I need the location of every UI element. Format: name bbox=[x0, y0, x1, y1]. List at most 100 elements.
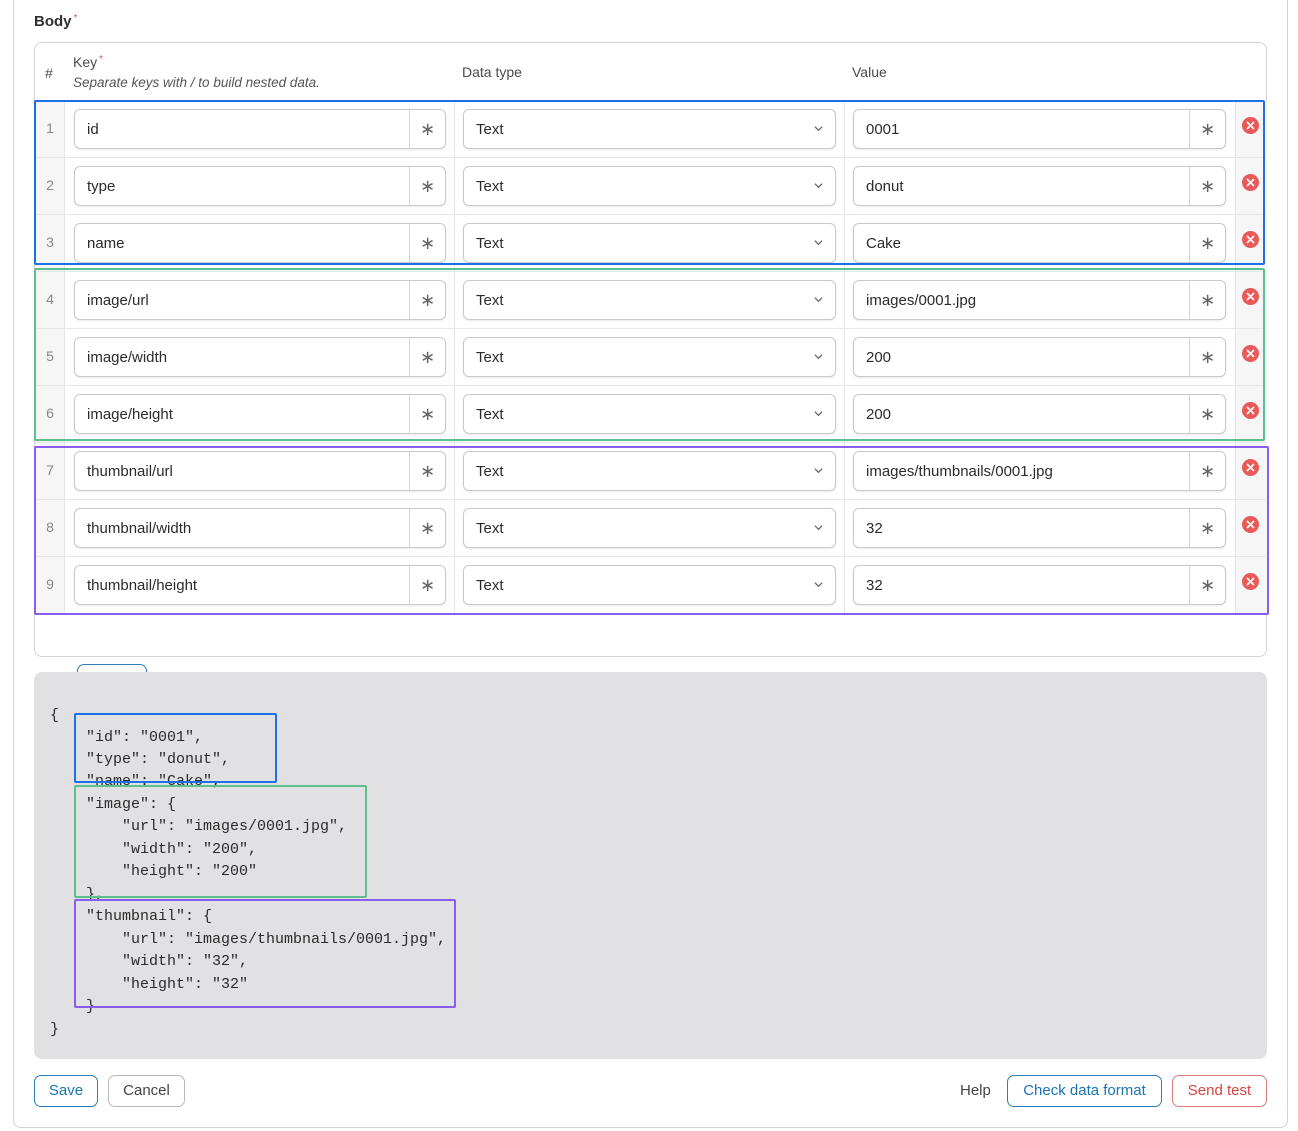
data-type-select[interactable]: Text bbox=[463, 451, 836, 491]
data-type-select[interactable]: Text bbox=[463, 337, 836, 377]
key-input[interactable]: name ∗ bbox=[74, 223, 446, 263]
key-required-toggle[interactable]: ∗ bbox=[409, 110, 445, 148]
column-divider bbox=[844, 386, 845, 443]
key-required-toggle[interactable]: ∗ bbox=[409, 167, 445, 205]
value-input[interactable]: images/thumbnails/0001.jpg ∗ bbox=[853, 451, 1226, 491]
value-required-toggle[interactable]: ∗ bbox=[1189, 167, 1225, 205]
value-required-toggle[interactable]: ∗ bbox=[1189, 110, 1225, 148]
value-input-value: donut bbox=[866, 178, 904, 195]
value-required-toggle[interactable]: ∗ bbox=[1189, 224, 1225, 262]
table-header: # Key * Separate keys with / to build nes… bbox=[35, 43, 1266, 101]
json-preview: {"id": "0001", "type": "donut", "name": "C… bbox=[34, 672, 1267, 1059]
remove-row-icon[interactable] bbox=[1242, 516, 1259, 533]
row-divider bbox=[35, 556, 1266, 557]
table-row: 6 image/height ∗ Text 200 ∗ bbox=[35, 386, 1267, 443]
row-divider bbox=[35, 328, 1266, 329]
value-input-value: 200 bbox=[866, 406, 892, 423]
remove-row-icon[interactable] bbox=[1242, 345, 1259, 362]
key-required-toggle[interactable]: ∗ bbox=[409, 224, 445, 262]
send-test-button[interactable]: Send test bbox=[1172, 1075, 1267, 1107]
key-input[interactable]: id ∗ bbox=[74, 109, 446, 149]
value-input[interactable]: images/0001.jpg ∗ bbox=[853, 280, 1226, 320]
value-input[interactable]: donut ∗ bbox=[853, 166, 1226, 206]
remove-row-icon[interactable] bbox=[1242, 288, 1259, 305]
value-input[interactable]: 200 ∗ bbox=[853, 394, 1226, 434]
value-input[interactable]: Cake ∗ bbox=[853, 223, 1226, 263]
key-input[interactable]: image/height ∗ bbox=[74, 394, 446, 434]
row-number: 1 bbox=[46, 120, 54, 136]
key-required-toggle[interactable]: ∗ bbox=[409, 566, 445, 604]
row-number: 5 bbox=[46, 348, 54, 364]
key-required-toggle[interactable]: ∗ bbox=[409, 509, 445, 547]
column-divider bbox=[844, 101, 845, 158]
row-number: 3 bbox=[46, 234, 54, 250]
table-row: 8 thumbnail/width ∗ Text 32 ∗ bbox=[35, 500, 1267, 557]
chevron-down-icon bbox=[814, 240, 823, 246]
header-num: # bbox=[45, 65, 53, 81]
value-input[interactable]: 0001 ∗ bbox=[853, 109, 1226, 149]
value-input-value: 32 bbox=[866, 520, 883, 537]
key-input[interactable]: thumbnail/height ∗ bbox=[74, 565, 446, 605]
value-required-toggle[interactable]: ∗ bbox=[1189, 281, 1225, 319]
key-input[interactable]: image/width ∗ bbox=[74, 337, 446, 377]
value-required-toggle[interactable]: ∗ bbox=[1189, 395, 1225, 433]
table-row: 3 name ∗ Text Cake ∗ bbox=[35, 215, 1267, 272]
key-required-toggle[interactable]: ∗ bbox=[409, 281, 445, 319]
remove-row-icon[interactable] bbox=[1242, 174, 1259, 191]
key-required-toggle[interactable]: ∗ bbox=[409, 452, 445, 490]
data-type-select[interactable]: Text bbox=[463, 109, 836, 149]
value-required-toggle[interactable]: ∗ bbox=[1189, 452, 1225, 490]
check-data-format-button[interactable]: Check data format bbox=[1007, 1075, 1162, 1107]
chevron-down-icon bbox=[814, 525, 823, 531]
data-type-select[interactable]: Text bbox=[463, 280, 836, 320]
remove-row-icon[interactable] bbox=[1242, 117, 1259, 134]
key-input[interactable]: image/url ∗ bbox=[74, 280, 446, 320]
key-input-value: name bbox=[87, 235, 125, 252]
data-type-value: Text bbox=[476, 406, 504, 423]
value-input[interactable]: 32 ∗ bbox=[853, 565, 1226, 605]
key-input-value: thumbnail/width bbox=[87, 520, 192, 537]
key-input[interactable]: thumbnail/url ∗ bbox=[74, 451, 446, 491]
key-input[interactable]: type ∗ bbox=[74, 166, 446, 206]
row-divider bbox=[35, 442, 1266, 443]
row-number-cell: 3 bbox=[35, 215, 65, 272]
save-button[interactable]: Save bbox=[34, 1075, 98, 1107]
row-divider bbox=[35, 613, 1266, 614]
value-required-toggle[interactable]: ∗ bbox=[1189, 509, 1225, 547]
value-input-value: images/thumbnails/0001.jpg bbox=[866, 463, 1053, 480]
value-input[interactable]: 200 ∗ bbox=[853, 337, 1226, 377]
remove-row-icon[interactable] bbox=[1242, 459, 1259, 476]
data-type-select[interactable]: Text bbox=[463, 394, 836, 434]
remove-row-icon[interactable] bbox=[1242, 231, 1259, 248]
row-number-cell: 5 bbox=[35, 329, 65, 386]
key-input[interactable]: thumbnail/width ∗ bbox=[74, 508, 446, 548]
key-required-toggle[interactable]: ∗ bbox=[409, 338, 445, 376]
key-required-toggle[interactable]: ∗ bbox=[409, 395, 445, 433]
row-number-cell: 1 bbox=[35, 101, 65, 158]
row-number-cell: 9 bbox=[35, 557, 65, 614]
remove-row-icon[interactable] bbox=[1242, 573, 1259, 590]
column-divider bbox=[844, 500, 845, 557]
value-required-toggle[interactable]: ∗ bbox=[1189, 338, 1225, 376]
key-input-value: type bbox=[87, 178, 116, 195]
data-type-value: Text bbox=[476, 520, 504, 537]
code-line: "height": "32" bbox=[122, 976, 249, 993]
data-type-value: Text bbox=[476, 292, 504, 309]
column-divider bbox=[844, 557, 845, 614]
value-input-value: 0001 bbox=[866, 121, 900, 138]
data-type-select[interactable]: Text bbox=[463, 508, 836, 548]
value-input[interactable]: 32 ∗ bbox=[853, 508, 1226, 548]
data-type-select[interactable]: Text bbox=[463, 565, 836, 605]
data-type-select[interactable]: Text bbox=[463, 223, 836, 263]
data-type-select[interactable]: Text bbox=[463, 166, 836, 206]
column-divider bbox=[454, 500, 455, 557]
cancel-button[interactable]: Cancel bbox=[108, 1075, 185, 1107]
remove-row-icon[interactable] bbox=[1242, 402, 1259, 419]
help-link[interactable]: Help bbox=[960, 1082, 991, 1099]
column-divider bbox=[454, 557, 455, 614]
code-line: "url": "images/thumbnails/0001.jpg", bbox=[122, 931, 447, 948]
chevron-down-icon bbox=[814, 468, 823, 474]
key-input-value: id bbox=[87, 121, 99, 138]
code-line: } bbox=[86, 998, 96, 1015]
value-required-toggle[interactable]: ∗ bbox=[1189, 566, 1225, 604]
